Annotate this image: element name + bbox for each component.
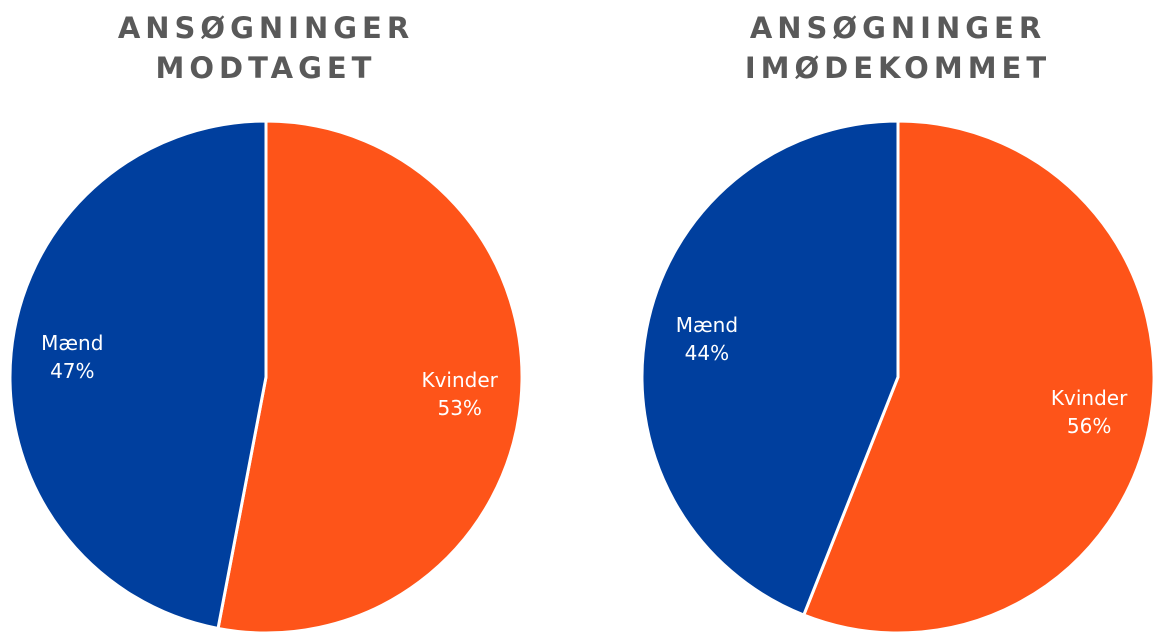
pie-slice — [216, 119, 524, 634]
slice-category-label: Kvinder — [421, 368, 498, 392]
slice-category-label: Mænd — [41, 331, 103, 355]
slice-value-label: 53% — [437, 396, 481, 420]
slice-value-label: 44% — [685, 341, 729, 365]
chart-title: ANSØGNINGER MODTAGET — [117, 11, 415, 85]
chart-title: ANSØGNINGER IMØDEKOMMET — [744, 11, 1052, 85]
pie-slice — [801, 119, 1153, 634]
slice-value-label: 47% — [50, 359, 94, 383]
pie-slice — [640, 119, 900, 617]
pie-slice — [8, 119, 268, 631]
slice-category-label: Mænd — [676, 313, 738, 337]
slice-category-label: Kvinder — [1051, 386, 1128, 410]
slice-value-label: 56% — [1067, 414, 1111, 438]
